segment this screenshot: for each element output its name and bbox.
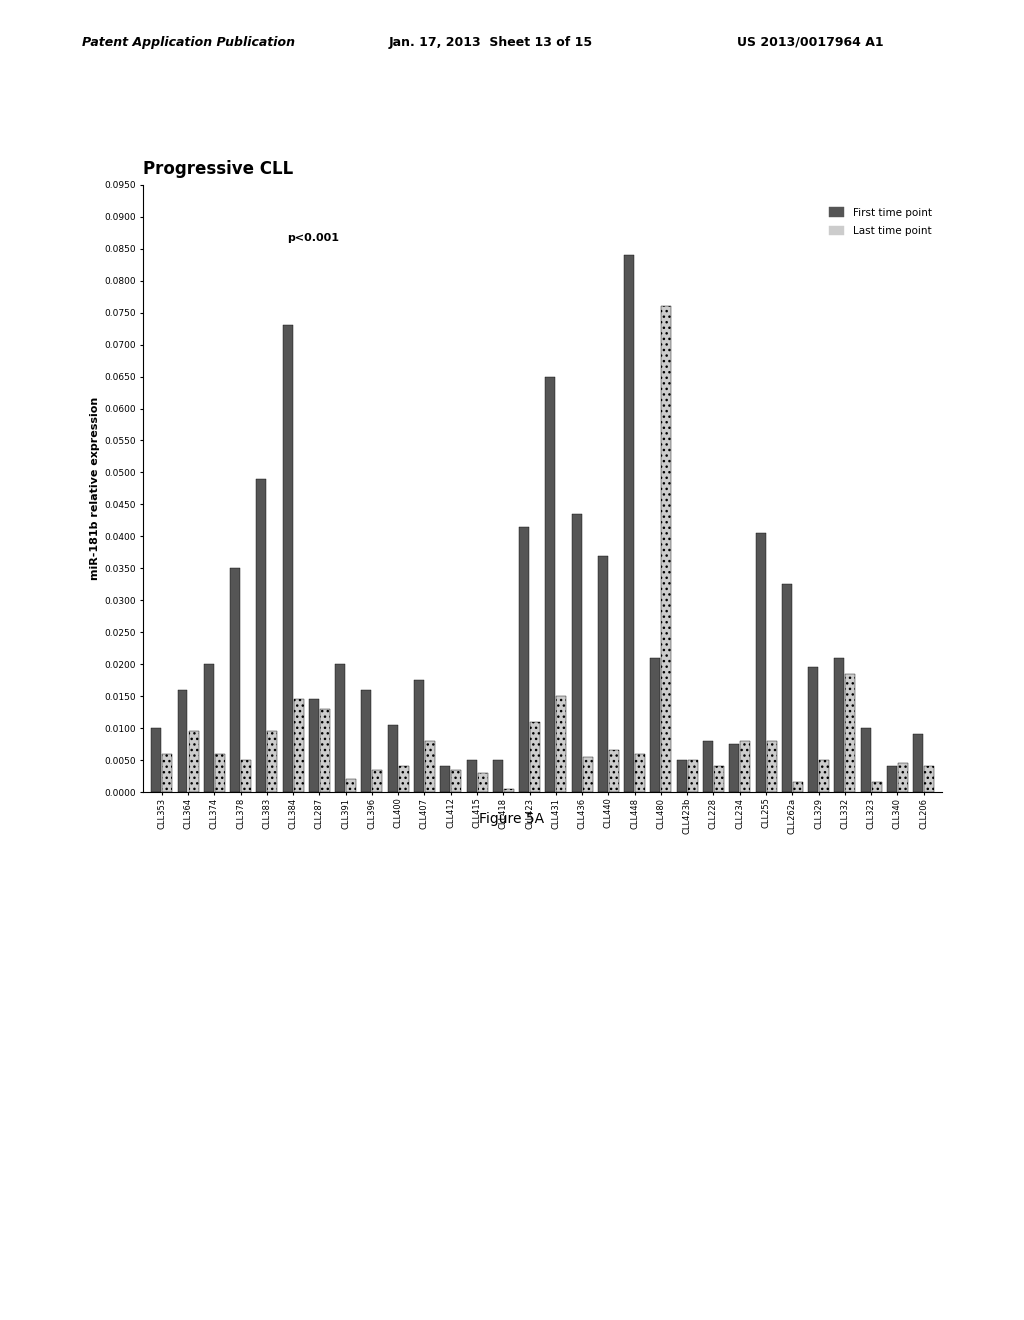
Bar: [662, 306, 672, 792]
Bar: [714, 767, 724, 792]
Text: Figure 5A: Figure 5A: [479, 812, 545, 826]
Bar: [925, 767, 934, 792]
Bar: [598, 556, 608, 792]
Bar: [452, 770, 461, 792]
Bar: [467, 760, 476, 792]
Bar: [546, 376, 555, 792]
Bar: [740, 741, 751, 792]
Y-axis label: miR-181b relative expression: miR-181b relative expression: [90, 397, 100, 579]
Bar: [398, 767, 409, 792]
Text: Patent Application Publication: Patent Application Publication: [82, 36, 295, 49]
Bar: [808, 668, 818, 792]
Text: Progressive CLL: Progressive CLL: [143, 160, 294, 178]
Bar: [530, 722, 540, 792]
Bar: [477, 772, 487, 792]
Bar: [346, 779, 356, 792]
Bar: [625, 255, 634, 792]
Bar: [335, 664, 345, 792]
Bar: [688, 760, 697, 792]
Bar: [887, 767, 897, 792]
Bar: [703, 741, 713, 792]
Bar: [504, 789, 514, 792]
Bar: [677, 760, 687, 792]
Text: p<0.001: p<0.001: [287, 234, 339, 243]
Bar: [319, 709, 330, 792]
Bar: [729, 744, 739, 792]
Bar: [440, 767, 451, 792]
Text: US 2013/0017964 A1: US 2013/0017964 A1: [737, 36, 884, 49]
Bar: [609, 751, 618, 792]
Bar: [256, 479, 266, 792]
Bar: [177, 690, 187, 792]
Legend: First time point, Last time point: First time point, Last time point: [823, 202, 937, 242]
Text: Jan. 17, 2013  Sheet 13 of 15: Jan. 17, 2013 Sheet 13 of 15: [389, 36, 593, 49]
Bar: [152, 729, 161, 792]
Bar: [781, 585, 792, 792]
Bar: [493, 760, 503, 792]
Bar: [230, 569, 240, 792]
Bar: [188, 731, 199, 792]
Bar: [756, 533, 766, 792]
Bar: [635, 754, 645, 792]
Bar: [835, 657, 845, 792]
Bar: [388, 725, 397, 792]
Bar: [162, 754, 172, 792]
Bar: [361, 690, 372, 792]
Bar: [215, 754, 225, 792]
Bar: [860, 729, 870, 792]
Bar: [241, 760, 251, 792]
Bar: [583, 756, 593, 792]
Bar: [913, 734, 924, 792]
Bar: [871, 783, 882, 792]
Bar: [519, 527, 529, 792]
Bar: [204, 664, 214, 792]
Bar: [898, 763, 908, 792]
Bar: [571, 513, 582, 792]
Bar: [650, 657, 660, 792]
Bar: [793, 783, 803, 792]
Bar: [373, 770, 382, 792]
Bar: [267, 731, 278, 792]
Bar: [846, 673, 855, 792]
Bar: [556, 696, 566, 792]
Bar: [414, 680, 424, 792]
Bar: [283, 326, 293, 792]
Bar: [767, 741, 776, 792]
Bar: [819, 760, 829, 792]
Bar: [294, 700, 304, 792]
Bar: [425, 741, 435, 792]
Bar: [309, 700, 318, 792]
